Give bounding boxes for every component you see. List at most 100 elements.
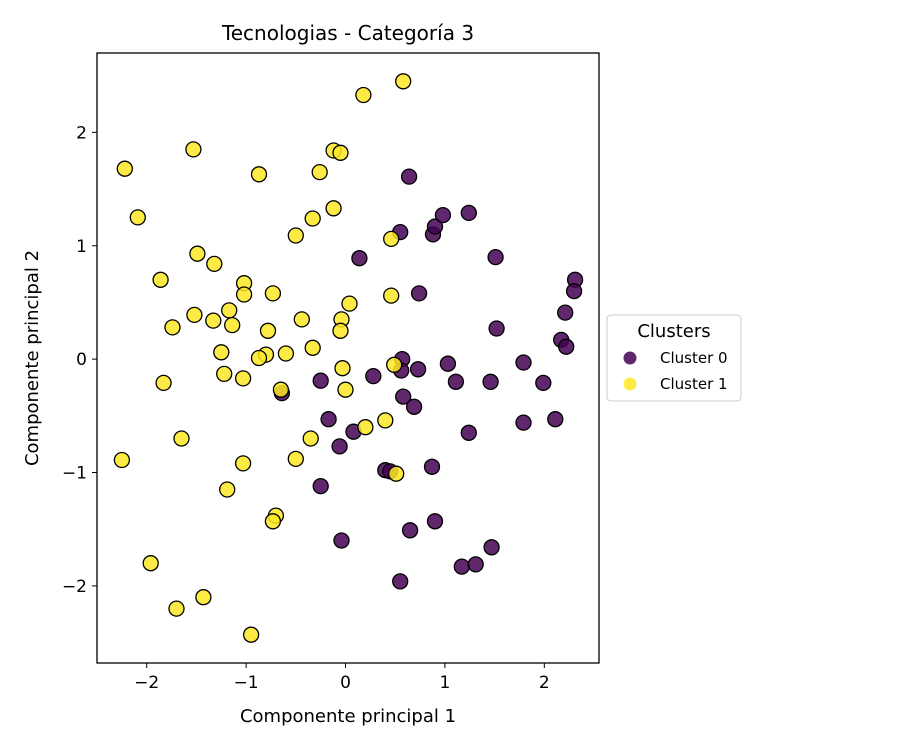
scatter-point-cluster-0-18 [409,361,427,378]
scatter-point-cluster-1-49 [388,465,405,482]
scatter-point-cluster-1-28 [259,322,277,339]
scatter-point-cluster-1-31 [213,344,230,361]
scatter-point-cluster-0-4 [434,206,452,224]
scatter-point-cluster-1-19 [383,287,400,304]
scatter-point-cluster-1-37 [216,365,233,383]
scatter-point-cluster-1-38 [234,370,252,387]
scatter-point-cluster-1-21 [221,302,238,319]
scatter-point-cluster-1-11 [287,227,304,244]
scatter-point-cluster-1-26 [224,316,241,334]
scatter-point-cluster-1-1 [355,86,372,104]
scatter-point-cluster-0-28 [320,411,337,428]
x-tick-label: −2 [134,673,159,693]
scatter-point-cluster-0-34 [423,458,441,475]
scatter-point-cluster-1-30 [304,339,321,356]
scatter-point-cluster-0-29 [547,411,564,428]
scatter-point-cluster-1-7 [311,163,328,181]
scatter-point-cluster-1-41 [337,381,354,398]
scatter-point-cluster-0-11 [557,304,574,321]
scatter-point-cluster-0-26 [395,388,412,405]
scatter-point-cluster-1-10 [304,210,321,227]
x-axis-ticks: −2 −1 0 1 2 [134,663,550,693]
scatter-point-cluster-0-7 [487,248,504,266]
scatter-point-cluster-1-6 [250,166,268,183]
scatter-point-cluster-1-44 [173,430,190,447]
scatter-point-cluster-0-38 [426,513,444,530]
scatter-point-cluster-1-42 [377,412,394,429]
scatter-point-cluster-0-5 [460,204,477,222]
scatter-point-cluster-1-54 [195,589,212,606]
scatter-point-cluster-1-40 [272,381,290,398]
scatter-point-cluster-1-5 [332,144,349,161]
scatter-point-cluster-1-46 [113,451,131,469]
legend-marker-cluster-1 [623,377,637,391]
legend-box [606,314,742,402]
y-tick-label: 0 [76,350,87,370]
scatter-point-cluster-1-27 [164,319,181,336]
scatter-point-cluster-0-6 [351,250,368,267]
scatter-point-cluster-1-56 [242,626,260,643]
scatter-point-cluster-0-12 [488,320,505,337]
scatter-point-cluster-0-20 [365,367,382,385]
scatter-point-cluster-1-29 [332,322,349,339]
scatter-point-cluster-0-37 [312,477,329,495]
scatter-point-cluster-0-33 [331,438,348,455]
scatter-point-cluster-1-36 [334,360,351,377]
scatter-point-cluster-0-10 [565,282,583,300]
y-axis-ticks: −2 −1 0 1 2 [62,123,97,597]
chart-title: Tecnologias - Categoría 3 [221,21,474,45]
scatter-point-cluster-0-0 [400,168,418,185]
scatter-point-cluster-1-2 [116,160,133,177]
y-tick-label: 1 [76,237,87,257]
scatter-point-cluster-1-24 [293,311,310,328]
scatter-point-cluster-0-3 [426,218,444,235]
legend: Clusters Cluster 0 Cluster 1 [606,314,742,402]
scatter-point-cluster-1-12 [383,230,400,248]
scatter-point-cluster-0-21 [312,372,329,389]
scatter-point-cluster-1-22 [186,306,203,324]
points-layer [113,73,584,643]
plot-frame [96,52,600,664]
x-axis-label: Componente principal 1 [240,706,456,727]
scatter-point-cluster-0-32 [460,424,477,441]
scatter-point-cluster-1-3 [185,141,202,158]
scatter-point-cluster-1-47 [287,450,304,468]
scatter-point-cluster-0-8 [410,285,428,302]
scatter-point-cluster-0-27 [405,398,423,415]
scatter-point-cluster-0-24 [535,374,552,392]
legend-title: Clusters [637,321,710,342]
scatter-point-cluster-0-40 [333,532,350,549]
scatter-point-cluster-1-53 [142,555,159,572]
y-tick-label: −1 [62,464,87,484]
scatter-point-cluster-0-43 [467,556,484,573]
scatter-point-cluster-0-41 [483,539,500,556]
scatter-point-cluster-1-20 [341,295,358,312]
scatter-point-cluster-1-18 [264,285,282,302]
scatter-point-cluster-1-55 [168,600,185,617]
y-axis-label: Componente principal 2 [22,250,43,466]
scatter-point-cluster-1-35 [386,356,403,373]
scatter-point-cluster-1-23 [205,312,222,329]
legend-label-cluster-1: Cluster 1 [660,375,728,393]
scatter-point-cluster-1-43 [357,419,374,436]
scatter-point-cluster-1-0 [395,73,412,90]
y-tick-label: −2 [62,577,87,597]
scatter-point-cluster-1-52 [264,513,282,530]
scatter-point-cluster-1-15 [152,271,169,288]
scatter-point-cluster-1-33 [277,345,295,362]
scatter-point-cluster-1-9 [325,200,342,217]
scatter-point-cluster-1-14 [206,255,223,273]
scatter-point-cluster-0-42 [453,558,470,575]
scatter-point-cluster-0-30 [515,414,532,431]
scatter-point-cluster-0-44 [392,573,409,590]
x-tick-label: 1 [440,673,451,693]
scatter-point-cluster-0-14 [558,338,575,355]
legend-label-cluster-0: Cluster 0 [660,349,728,367]
scatter-point-cluster-0-22 [447,373,465,390]
scatter-point-cluster-0-39 [401,522,419,539]
x-tick-label: −1 [234,673,259,693]
scatter-point-cluster-1-50 [219,481,236,498]
scatter-point-cluster-1-17 [235,286,253,303]
scatter-point-cluster-1-34 [250,349,268,367]
